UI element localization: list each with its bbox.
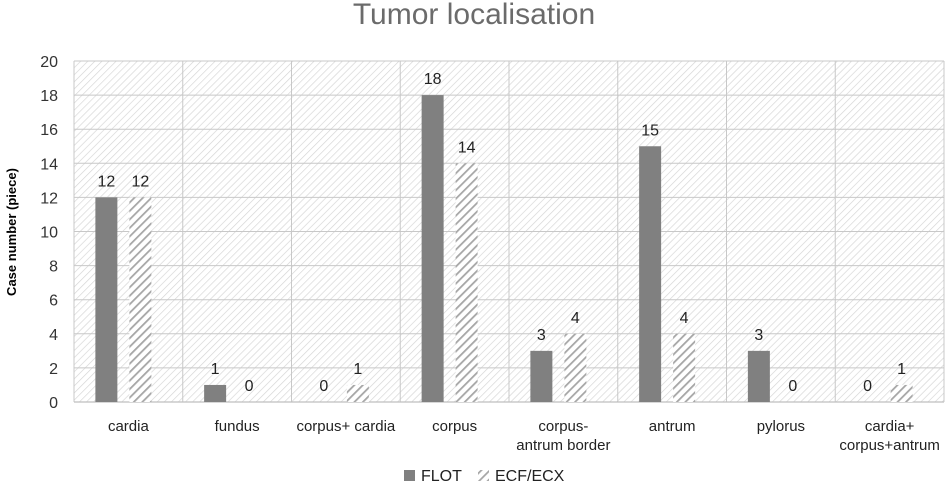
- bar-flot: [421, 95, 444, 402]
- y-tick-label: 10: [40, 225, 58, 242]
- data-label: 0: [788, 378, 797, 395]
- data-label: 3: [754, 327, 763, 344]
- data-label: 4: [680, 310, 689, 327]
- y-axis-label: Case number (piece): [4, 168, 19, 296]
- data-label: 18: [424, 71, 442, 88]
- data-label: 12: [97, 173, 115, 190]
- data-label: 1: [211, 361, 220, 378]
- y-tick-label: 6: [49, 293, 58, 310]
- bar-ecf-ecx: [564, 333, 587, 402]
- bar-flot: [95, 197, 118, 402]
- y-tick-label: 2: [49, 361, 58, 378]
- data-label: 14: [458, 139, 476, 156]
- bar-flot: [747, 350, 770, 402]
- bar-ecf-ecx: [346, 384, 369, 402]
- x-tick-label: corpus-antrum border: [516, 418, 610, 454]
- y-tick-label: 20: [40, 54, 58, 71]
- data-label: 0: [319, 378, 328, 395]
- y-tick-label: 16: [40, 122, 58, 139]
- bar-flot: [204, 384, 227, 402]
- data-label: 12: [131, 173, 149, 190]
- bar-flot: [639, 146, 662, 402]
- y-tick-label: 4: [49, 327, 58, 344]
- legend-label: ECF/ECX: [495, 468, 565, 485]
- x-tick-label: cardia: [108, 418, 150, 435]
- x-tick-label: corpus+ cardia: [296, 418, 395, 435]
- bar-ecf-ecx: [673, 333, 696, 402]
- legend-swatch: [404, 470, 415, 481]
- bar-ecf-ecx: [129, 197, 152, 402]
- bar-ecf-ecx: [890, 384, 913, 402]
- data-label: 0: [245, 378, 254, 395]
- y-tick-label: 8: [49, 259, 58, 276]
- y-tick-label: 18: [40, 88, 58, 105]
- data-label: 1: [353, 361, 362, 378]
- y-tick-label: 14: [40, 156, 58, 173]
- data-label: 15: [641, 122, 659, 139]
- data-label: 3: [537, 327, 546, 344]
- chart-title: Tumor localisation: [353, 0, 595, 31]
- x-tick-label: cardia+ corpus+antrum: [839, 418, 939, 454]
- legend-label: FLOT: [421, 468, 462, 485]
- bar-ecf-ecx: [455, 163, 478, 402]
- data-label: 4: [571, 310, 580, 327]
- legend-swatch: [478, 470, 489, 481]
- x-tick-label: pylorus: [757, 418, 805, 435]
- y-tick-label: 12: [40, 190, 58, 207]
- x-tick-label: fundus: [215, 418, 260, 435]
- data-label: 0: [863, 378, 872, 395]
- legend: FLOT ECF/ECX: [404, 468, 565, 485]
- data-label: 1: [897, 361, 906, 378]
- x-tick-label: antrum: [649, 418, 696, 435]
- x-tick-label: corpus: [432, 418, 477, 435]
- bar-flot: [530, 350, 553, 402]
- y-tick-label: 0: [49, 395, 58, 412]
